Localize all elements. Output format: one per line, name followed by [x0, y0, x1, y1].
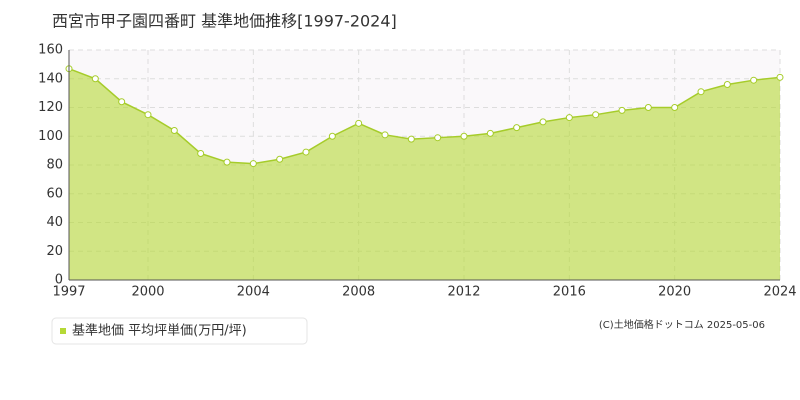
x-tick-label: 1997	[52, 285, 85, 300]
data-point	[460, 132, 468, 140]
y-tick-label: 20	[46, 244, 63, 259]
data-point	[539, 118, 547, 126]
y-tick-label: 60	[46, 186, 63, 201]
data-point	[170, 127, 178, 134]
data-point	[407, 135, 415, 143]
data-point	[750, 76, 758, 84]
x-tick-label: 2012	[447, 285, 480, 300]
data-point	[118, 98, 126, 106]
x-tick-label: 2016	[553, 285, 586, 300]
data-point	[723, 81, 731, 88]
y-tick-label: 80	[46, 158, 63, 173]
data-point	[434, 134, 442, 142]
data-point	[91, 75, 99, 83]
data-point	[671, 104, 679, 111]
y-tick-label: 40	[46, 215, 63, 230]
y-tick-label: 100	[38, 129, 63, 144]
data-point	[381, 131, 389, 139]
data-point	[276, 155, 284, 163]
chart-title: 西宮市甲子園四番町 基準地価推移[1997-2024]	[52, 12, 397, 31]
data-point	[644, 104, 652, 111]
data-point	[776, 73, 784, 81]
x-tick-label: 2004	[237, 285, 270, 300]
data-point	[486, 129, 494, 137]
area-line	[68, 67, 781, 165]
y-tick-label: 160	[38, 43, 63, 58]
data-point	[223, 158, 231, 166]
source-note: (C)土地価格ドットコム 2025-05-06	[599, 318, 765, 331]
legend-swatch	[60, 328, 66, 334]
data-point	[592, 111, 600, 119]
area-fill	[69, 68, 780, 280]
legend-box	[51, 317, 308, 345]
y-tick-label: 140	[38, 71, 63, 86]
data-point	[618, 106, 626, 114]
x-tick-label: 2008	[342, 285, 375, 300]
x-tick-label: 2000	[131, 285, 164, 300]
data-point	[355, 119, 363, 127]
x-tick-label: 2020	[658, 285, 691, 300]
y-tick-label: 120	[38, 100, 63, 115]
data-point	[197, 150, 205, 157]
x-tick-label: 2024	[763, 285, 796, 300]
data-point	[328, 132, 336, 140]
data-point	[249, 160, 257, 168]
data-point	[697, 88, 705, 96]
data-point	[565, 114, 573, 122]
data-point	[144, 111, 152, 119]
y-tick-label: 0	[55, 273, 63, 288]
data-point	[302, 148, 310, 156]
data-point	[513, 124, 521, 132]
legend-label: 基準地価 平均坪単価(万円/坪)	[72, 323, 247, 339]
